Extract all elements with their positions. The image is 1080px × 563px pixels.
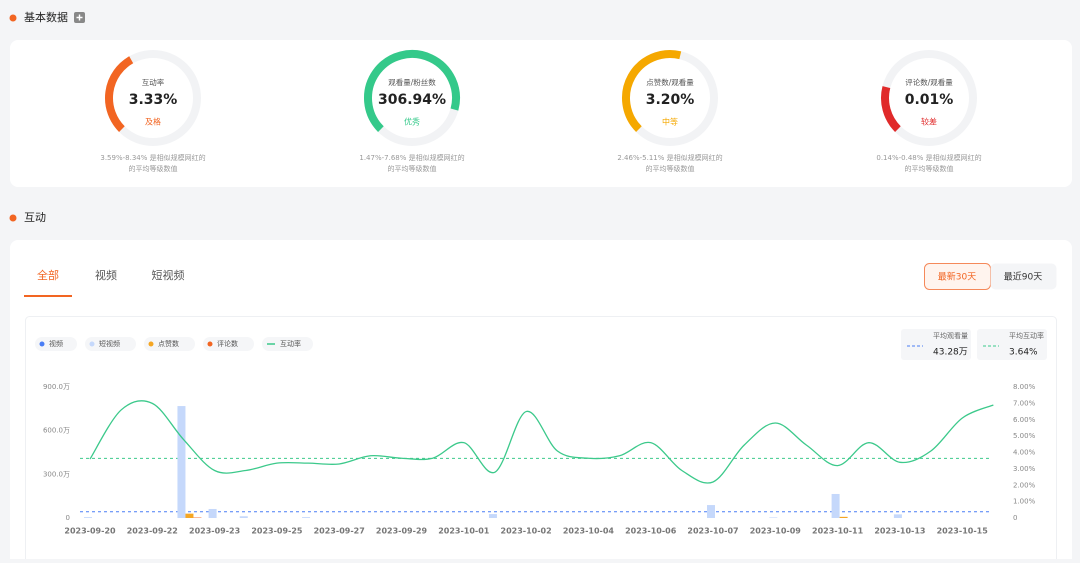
x-tick-label: 2023-09-29 — [376, 527, 428, 536]
y-tick-label: 900.0万 — [43, 383, 70, 391]
bar — [209, 509, 217, 518]
legend-label: 互动率 — [280, 339, 301, 348]
gauge-note: 的平均等级数值 — [646, 164, 695, 173]
gauge-grade: 及格 — [145, 117, 161, 127]
x-tick-label: 2023-10-09 — [750, 527, 802, 536]
gauge-value: 306.94% — [378, 92, 446, 108]
x-tick-label: 2023-10-15 — [937, 527, 989, 536]
gauge-note: 3.59%-8.34% 是相似规模网红的 — [100, 153, 205, 162]
tab[interactable]: 短视频 — [152, 268, 185, 282]
bar — [84, 517, 92, 518]
section-title: 基本数据 — [24, 10, 68, 24]
tab-underline — [24, 295, 72, 297]
y2-tick-label: 2.00% — [1013, 481, 1036, 489]
legend-label: 短视频 — [99, 339, 120, 348]
x-tick-label: 2023-10-13 — [874, 527, 925, 536]
y2-tick-label: 0 — [1013, 514, 1017, 522]
bar — [832, 494, 840, 518]
average-name: 平均互动率 — [1009, 331, 1044, 340]
x-tick-label: 2023-09-20 — [64, 527, 116, 536]
gauge-note: 的平均等级数值 — [129, 164, 178, 173]
gauge-note: 的平均等级数值 — [388, 164, 437, 173]
y-tick-label: 600.0万 — [43, 427, 70, 435]
bar — [302, 517, 310, 518]
gauge-note: 0.14%-0.48% 是相似规模网红的 — [876, 153, 981, 162]
y2-tick-label: 8.00% — [1013, 383, 1036, 391]
bar — [840, 517, 848, 518]
x-tick-label: 2023-10-04 — [563, 527, 615, 536]
x-tick-label: 2023-10-11 — [812, 527, 864, 536]
average-value: 3.64% — [1009, 348, 1038, 358]
gauge-value: 0.01% — [905, 92, 954, 108]
x-tick-label: 2023-10-01 — [438, 527, 490, 536]
y2-tick-label: 1.00% — [1013, 498, 1036, 506]
legend-label: 视频 — [49, 339, 63, 348]
gauge-value: 3.20% — [646, 92, 695, 108]
bar — [894, 514, 902, 518]
gauge-grade: 优秀 — [404, 117, 420, 127]
legend-label: 点赞数 — [158, 339, 179, 348]
section-dot — [10, 215, 17, 222]
bar — [707, 505, 715, 518]
y2-tick-label: 4.00% — [1013, 449, 1036, 457]
gauge-label: 观看量/粉丝数 — [388, 77, 436, 87]
y2-tick-label: 5.00% — [1013, 432, 1036, 440]
legend-swatch — [90, 342, 95, 347]
y2-tick-label: 6.00% — [1013, 416, 1036, 424]
x-tick-label: 2023-09-22 — [127, 527, 178, 536]
x-tick-label: 2023-09-25 — [251, 527, 303, 536]
bar — [240, 516, 248, 518]
gauge-note: 的平均等级数值 — [905, 164, 954, 173]
range-button-label[interactable]: 最近90天 — [1004, 271, 1042, 283]
gauge-note: 1.47%-7.68% 是相似规模网红的 — [359, 153, 464, 162]
x-tick-label: 2023-09-27 — [314, 527, 365, 536]
legend-swatch — [208, 342, 213, 347]
legend-swatch — [40, 342, 45, 347]
section-title: 互动 — [24, 211, 46, 224]
legend-swatch — [149, 342, 154, 347]
gauge-value: 3.33% — [129, 92, 178, 108]
y2-tick-label: 7.00% — [1013, 399, 1036, 407]
x-tick-label: 2023-10-02 — [501, 527, 552, 536]
average-name: 平均观看量 — [933, 331, 968, 340]
y2-tick-label: 3.00% — [1013, 465, 1036, 473]
gauge-label: 评论数/观看量 — [905, 77, 953, 87]
average-value: 43.28万 — [933, 348, 968, 358]
gauge-label: 互动率 — [142, 77, 165, 87]
section-dot — [10, 15, 17, 22]
legend-label: 评论数 — [217, 339, 238, 348]
y-tick-label: 0 — [66, 514, 70, 522]
x-tick-label: 2023-10-07 — [687, 527, 738, 536]
gauge-label: 点赞数/观看量 — [646, 77, 694, 87]
x-tick-label: 2023-09-23 — [189, 527, 240, 536]
tab[interactable]: 全部 — [37, 268, 59, 282]
bar — [489, 514, 497, 518]
y-tick-label: 300.0万 — [43, 470, 70, 478]
gauge-note: 2.46%-5.11% 是相似规模网红的 — [617, 153, 722, 162]
bar — [769, 517, 777, 518]
bar — [185, 514, 193, 518]
bar — [177, 406, 185, 518]
range-button-label[interactable]: 最新30天 — [938, 271, 976, 283]
gauge-grade: 中等 — [662, 117, 678, 127]
gauge-grade: 较差 — [921, 117, 937, 127]
tab[interactable]: 视频 — [95, 268, 117, 282]
x-tick-label: 2023-10-06 — [625, 527, 677, 536]
